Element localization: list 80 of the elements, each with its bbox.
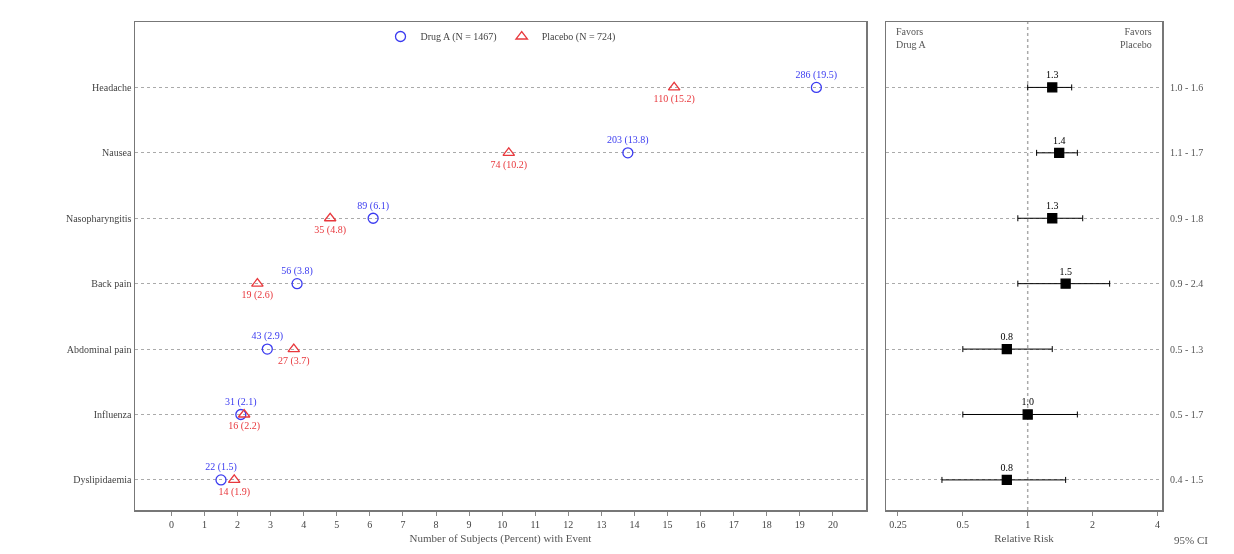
data-label: 1.3 — [1046, 200, 1059, 212]
x-tick-label: 4 — [1154, 518, 1160, 530]
point — [622, 147, 634, 159]
data-label: 14 (1.9) — [218, 485, 251, 498]
data-label: 1.0 — [1021, 396, 1034, 408]
y2-axis-title: 95% CI — [1174, 534, 1209, 546]
data-label: 89 (6.1) — [357, 199, 389, 212]
x-tick-label: 12 — [563, 518, 574, 530]
x-tick-label: 0.25 — [889, 518, 907, 530]
x-tick-label: 17 — [728, 518, 739, 530]
x-tick-label: 18 — [761, 518, 772, 530]
y2-tick-label: 0.4 - 1.5 — [1170, 474, 1204, 485]
x-tick-label: 14 — [629, 518, 640, 530]
x-tick-label: 4 — [301, 518, 307, 530]
x-tick-label: 11 — [530, 518, 541, 530]
x-tick-label: 19 — [794, 518, 805, 530]
x-tick-label: 6 — [367, 518, 373, 530]
point — [287, 343, 301, 353]
data-label: 43 (2.9) — [251, 330, 284, 343]
legend-label: Placebo (N = 724) — [541, 31, 616, 44]
y-tick-label: Nasopharyngitis — [65, 212, 132, 224]
data-label: 1.5 — [1059, 265, 1072, 277]
x-tick-label: 3 — [268, 518, 274, 530]
point — [291, 278, 303, 290]
data-label: 22 (1.5) — [205, 461, 237, 474]
x-tick-label: 1 — [201, 518, 207, 530]
y2-tick-label: 0.9 - 2.4 — [1170, 278, 1204, 289]
point — [215, 474, 227, 486]
x-tick-label: 8 — [433, 518, 439, 530]
point — [261, 343, 273, 355]
y-tick-label: Influenza — [93, 408, 133, 420]
data-label: 0.8 — [1000, 461, 1014, 473]
x-tick-label: 0 — [168, 518, 174, 530]
x-tick-label: 7 — [400, 518, 406, 530]
annotation: Favors Placebo — [1120, 26, 1152, 50]
data-label: 27 (3.7) — [277, 354, 310, 367]
y-tick-label: Back pain — [91, 278, 132, 290]
data-label: 16 (2.2) — [228, 420, 260, 433]
data-label: 0.8 — [1000, 330, 1014, 342]
y2-tick-label: 0.5 - 1.3 — [1170, 344, 1204, 355]
y-tick-label: Abdominal pain — [66, 343, 132, 355]
x-tick-label: 10 — [497, 518, 508, 530]
data-label: 31 (2.1) — [225, 395, 257, 408]
x-tick-label: 1 — [1025, 518, 1031, 530]
y2-tick-label: 1.0 - 1.6 — [1170, 82, 1204, 93]
y2-tick-label: 0.5 - 1.7 — [1170, 409, 1204, 420]
y2-tick-label: 0.9 - 1.8 — [1170, 213, 1204, 224]
x-tick-label: 20 — [827, 518, 838, 530]
data-label: 286 (19.5) — [795, 68, 838, 81]
x-tick-label: 0.5 — [956, 518, 970, 530]
y-tick-label: Nausea — [102, 147, 133, 159]
y2-tick-label: 1.1 - 1.7 — [1170, 147, 1204, 158]
point — [235, 408, 247, 421]
point — [810, 81, 823, 94]
point — [323, 212, 337, 222]
data-label: 1.3 — [1046, 69, 1059, 81]
x-axis-title: Number of Subjects (Percent) with Event — [409, 532, 592, 546]
point — [367, 212, 379, 224]
point — [227, 474, 241, 484]
x-tick-label: 15 — [662, 518, 673, 530]
annotation: Favors Drug A — [896, 26, 927, 50]
point — [237, 408, 251, 418]
data-label: 56 (3.8) — [281, 264, 313, 277]
x-axis-title: Relative Risk — [994, 532, 1055, 545]
x-tick-label: 2 — [1090, 518, 1096, 530]
y-tick-label: Dyslipidaemia — [73, 474, 133, 486]
data-label: 110 (15.2) — [653, 93, 695, 106]
x-tick-label: 16 — [695, 518, 706, 530]
x-tick-label: 9 — [466, 518, 472, 530]
x-tick-label: 5 — [334, 518, 340, 530]
point — [667, 81, 681, 91]
data-label: 203 (13.8) — [607, 134, 649, 147]
y-tick-label: Headache — [92, 81, 133, 93]
legend-label: Drug A (N = 1467) — [420, 31, 497, 44]
data-label: 35 (4.8) — [314, 224, 346, 236]
data-label: 1.4 — [1052, 134, 1066, 146]
data-label: 19 (2.6) — [241, 289, 274, 302]
x-tick-label: 2 — [235, 518, 241, 530]
data-label: 74 (10.2) — [490, 158, 528, 171]
x-tick-label: 13 — [596, 518, 607, 530]
